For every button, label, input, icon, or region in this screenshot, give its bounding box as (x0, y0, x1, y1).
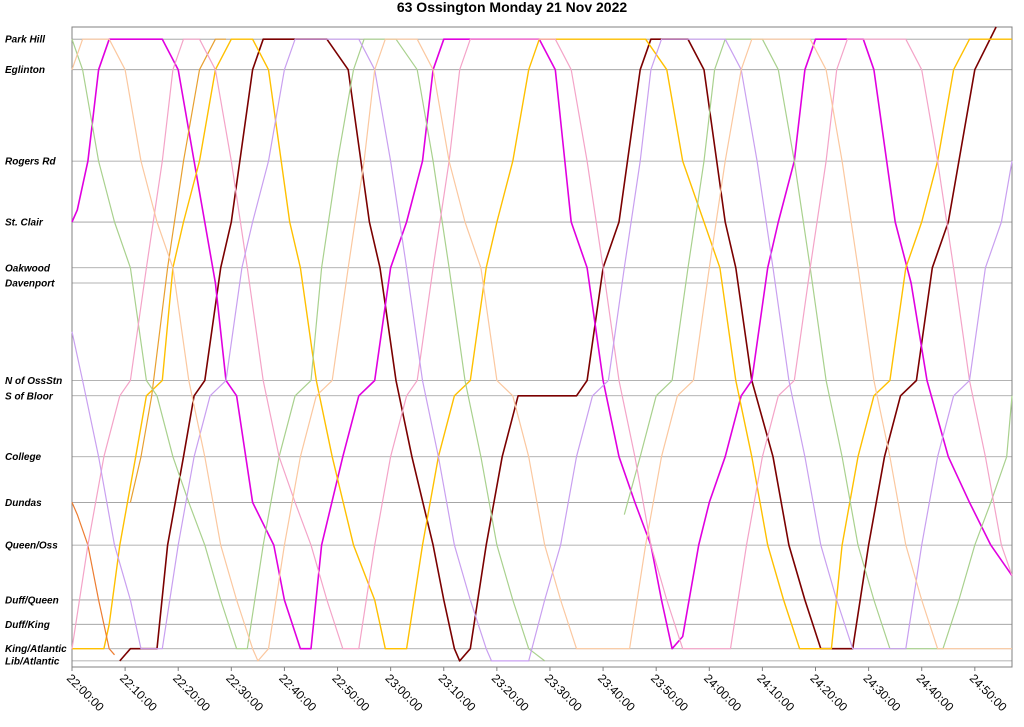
time-tick-label: 22:20:00 (170, 671, 213, 714)
time-tick-label: 22:50:00 (329, 671, 372, 714)
stop-label: N of OssStn (5, 376, 62, 387)
stop-label: Oakwood (5, 263, 51, 274)
time-tick-label: 23:50:00 (648, 671, 691, 714)
stop-label: Davenport (5, 279, 55, 290)
vehicle-trace-line (623, 38, 1013, 650)
vehicle-trace-line (72, 38, 1012, 650)
vehicle-trace-line (71, 38, 1013, 650)
chart-title: 63 Ossington Monday 21 Nov 2022 (396, 0, 628, 15)
stop-label: Duff/Queen (5, 595, 59, 606)
stop-label: Queen/Oss (5, 541, 58, 552)
time-tick-label: 22:10:00 (117, 671, 160, 714)
time-tick-label: 24:50:00 (967, 671, 1010, 714)
vehicle-trace-line (119, 26, 997, 662)
stop-label: Eglinton (5, 65, 45, 76)
y-axis-stop-labels: Park Hill Eglinton Rogers Rd St. Clair Oakwo… (5, 35, 67, 668)
vehicle-trace-line (71, 38, 1013, 650)
stop-label: Lib/Atlantic (5, 656, 60, 667)
stop-label: St. Clair (5, 218, 44, 229)
vehicle-trace-line (71, 38, 1013, 662)
time-tick-label: 24:00:00 (701, 671, 744, 714)
plot-frame (71, 26, 1013, 668)
stop-label: King/Atlantic (5, 644, 67, 655)
vehicle-trace-line (129, 38, 226, 503)
time-tick-label: 24:10:00 (754, 671, 797, 714)
series-lines (71, 26, 1013, 662)
time-tick-label: 23:10:00 (436, 671, 479, 714)
time-tick-label: 22:30:00 (223, 671, 266, 714)
grid-lines (72, 38, 1012, 662)
time-tick-label: 24:20:00 (807, 671, 850, 714)
time-tick-label: 22:00:00 (64, 671, 107, 714)
time-tick-label: 23:00:00 (383, 671, 426, 714)
time-tick-label: 23:20:00 (489, 671, 532, 714)
vehicle-trace-line (71, 38, 546, 662)
stop-label: Dundas (5, 498, 42, 509)
vehicle-trace-line (71, 502, 115, 656)
time-tick-label: 23:30:00 (542, 671, 585, 714)
x-axis-time-labels: 22:00:00 22:10:00 22:20:00 22:30:00 22:40:00… (64, 667, 1010, 714)
stop-label: Duff/King (5, 620, 50, 631)
stop-label: Park Hill (5, 35, 45, 46)
time-tick-label: 22:40:00 (276, 671, 319, 714)
vehicle-trace-line (71, 38, 1012, 662)
stop-label: Rogers Rd (5, 157, 56, 168)
stop-label: S of Bloor (5, 391, 54, 402)
time-tick-label: 24:30:00 (860, 671, 903, 714)
time-tick-label: 23:40:00 (595, 671, 638, 714)
time-tick-label: 24:40:00 (914, 671, 957, 714)
stop-label: College (5, 452, 42, 463)
